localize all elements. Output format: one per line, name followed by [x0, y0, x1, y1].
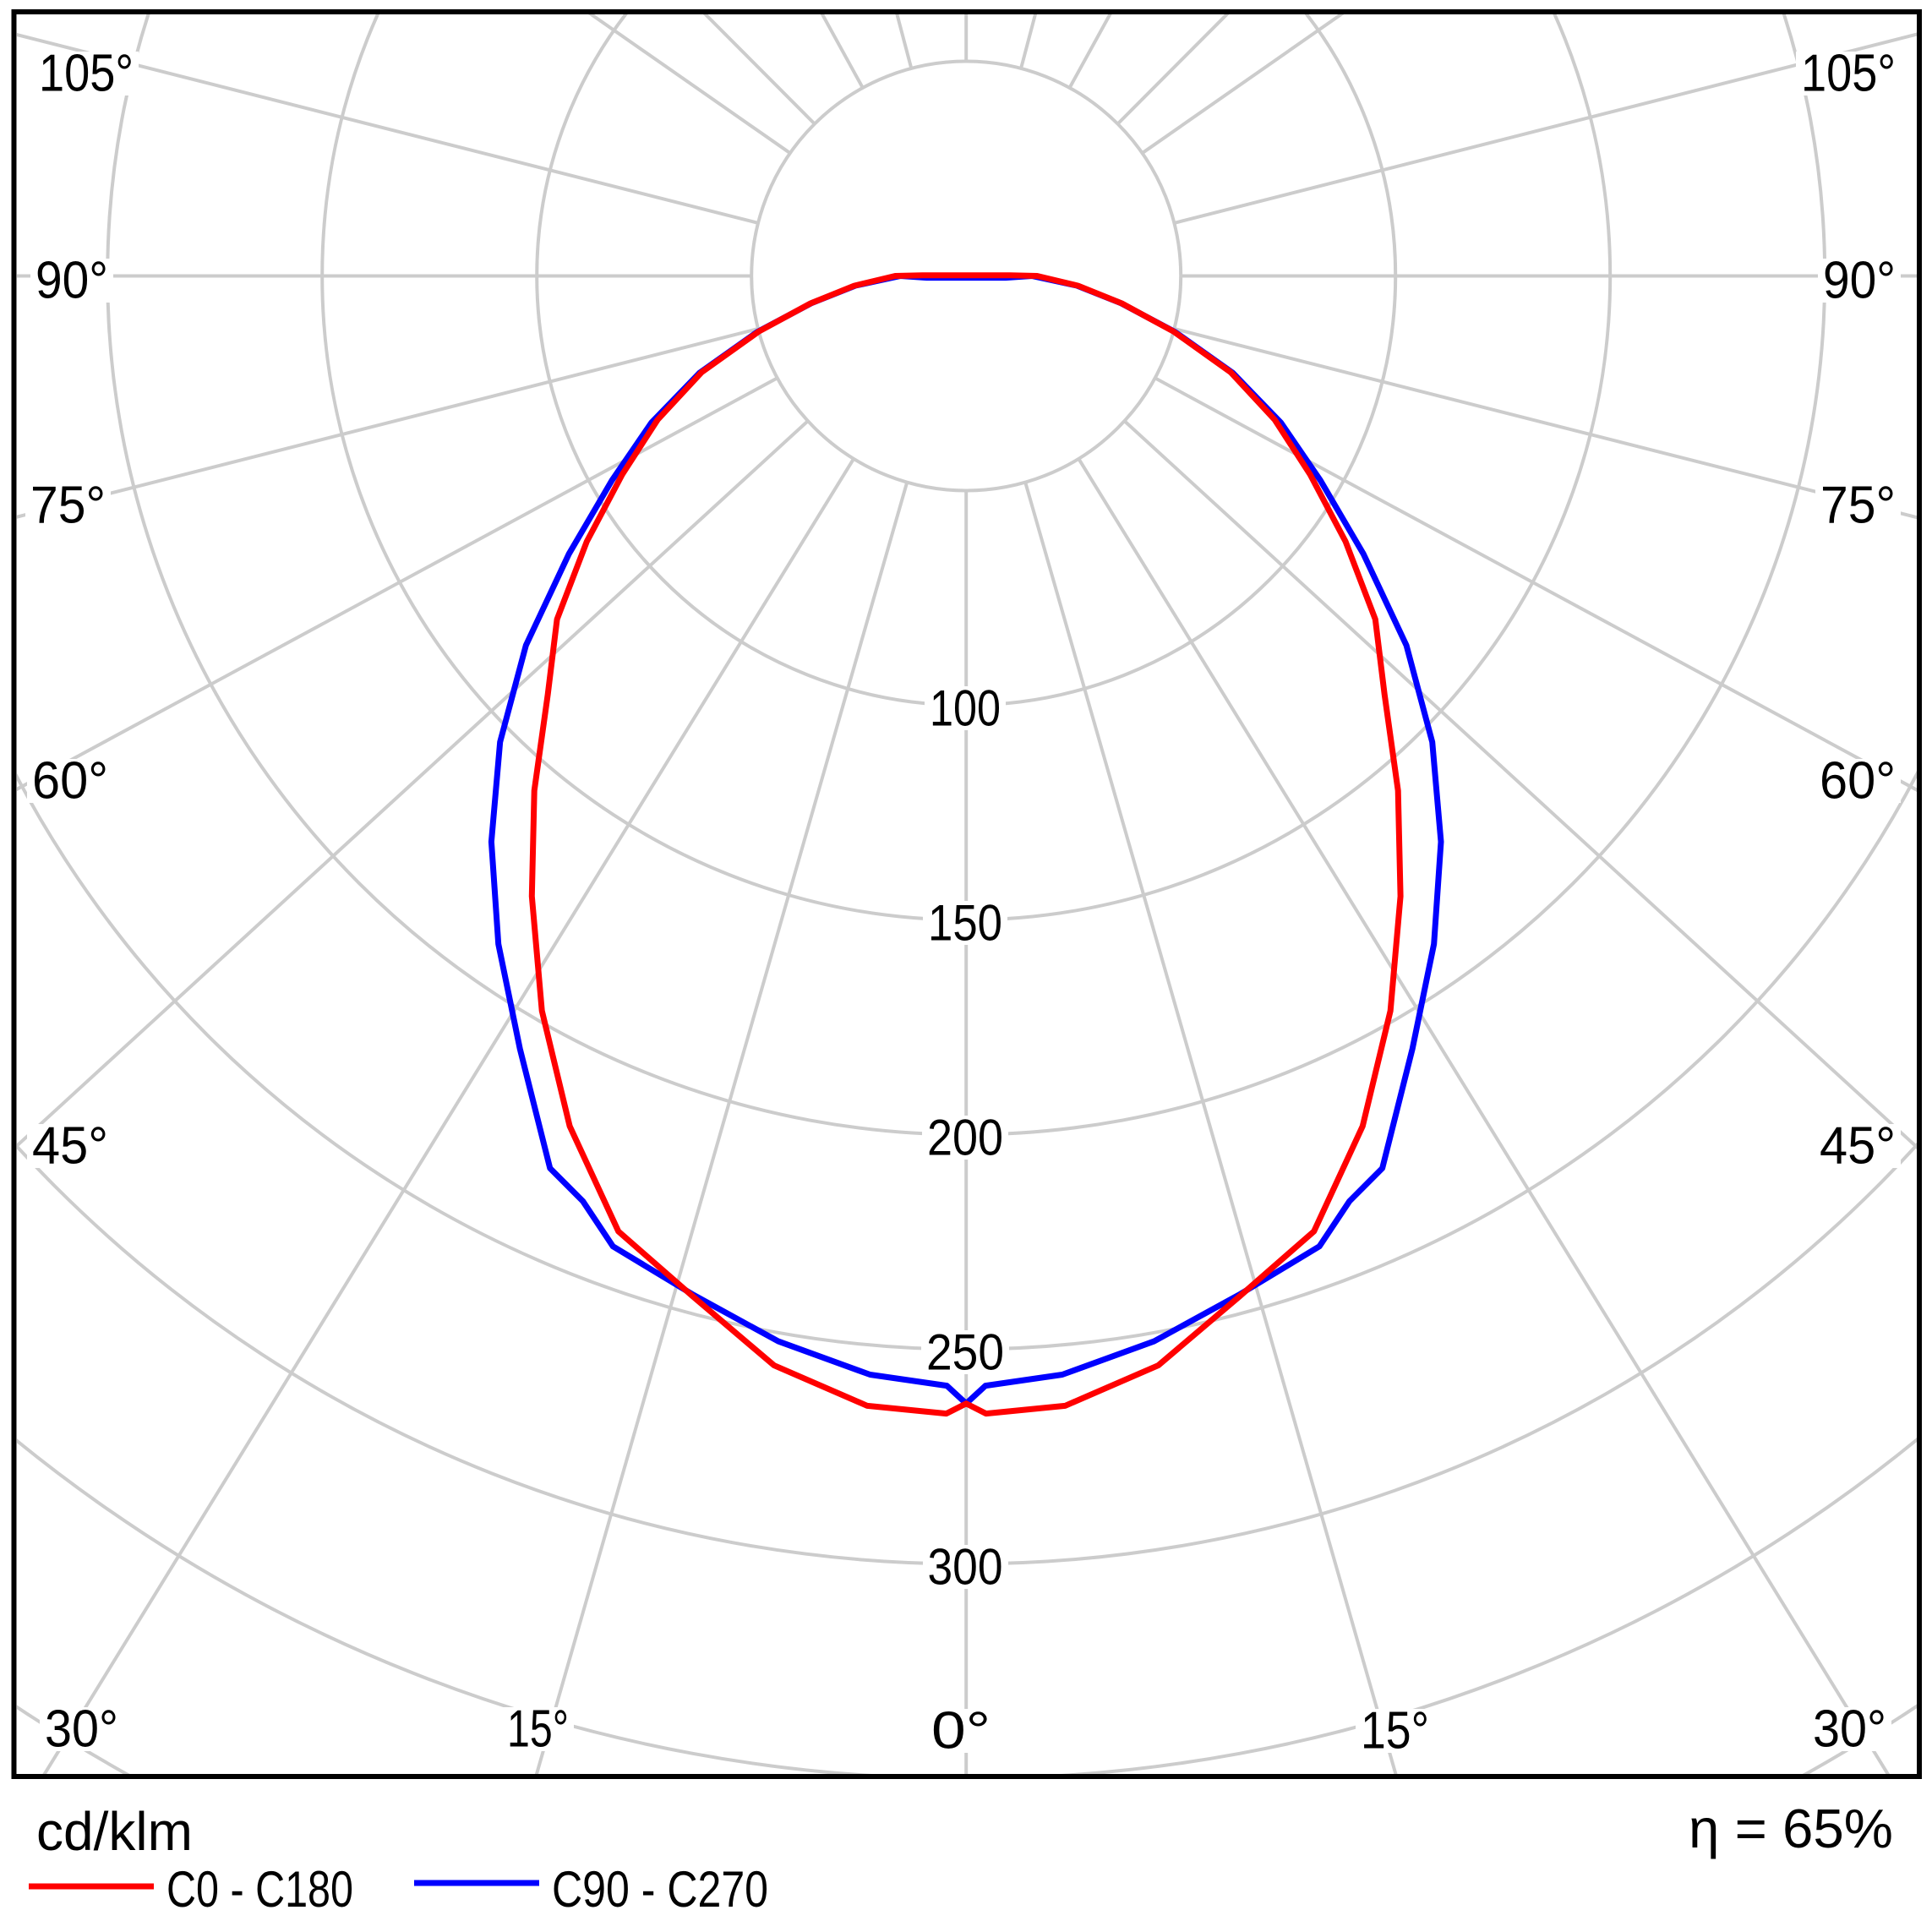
svg-text:60°: 60° — [32, 752, 108, 810]
svg-text:C0 - C180: C0 - C180 — [166, 1861, 353, 1918]
svg-text:75°: 75° — [30, 477, 106, 535]
svg-text:0°: 0° — [931, 1702, 991, 1760]
svg-text:90°: 90° — [1823, 252, 1896, 310]
svg-text:150: 150 — [928, 895, 1002, 952]
svg-text:250: 250 — [926, 1324, 1004, 1381]
svg-text:105°: 105° — [39, 45, 134, 103]
svg-text:60°: 60° — [1820, 752, 1896, 810]
svg-text:100: 100 — [930, 680, 1001, 737]
svg-text:15°: 15° — [507, 1700, 569, 1759]
svg-text:15°: 15° — [1361, 1702, 1429, 1760]
svg-text:cd/klm: cd/klm — [36, 1801, 193, 1862]
svg-text:30°: 30° — [45, 1700, 118, 1759]
svg-text:200: 200 — [927, 1110, 1003, 1166]
svg-text:45°: 45° — [32, 1117, 108, 1176]
svg-text:300: 300 — [928, 1539, 1003, 1596]
svg-text:30°: 30° — [1813, 1700, 1886, 1759]
svg-text:75°: 75° — [1820, 477, 1896, 535]
svg-text:C90 - C270: C90 - C270 — [552, 1861, 768, 1918]
svg-text:45°: 45° — [1820, 1117, 1896, 1176]
svg-text:90°: 90° — [35, 252, 108, 310]
svg-text:η = 65%: η = 65% — [1689, 1798, 1893, 1859]
svg-text:105°: 105° — [1801, 45, 1896, 103]
